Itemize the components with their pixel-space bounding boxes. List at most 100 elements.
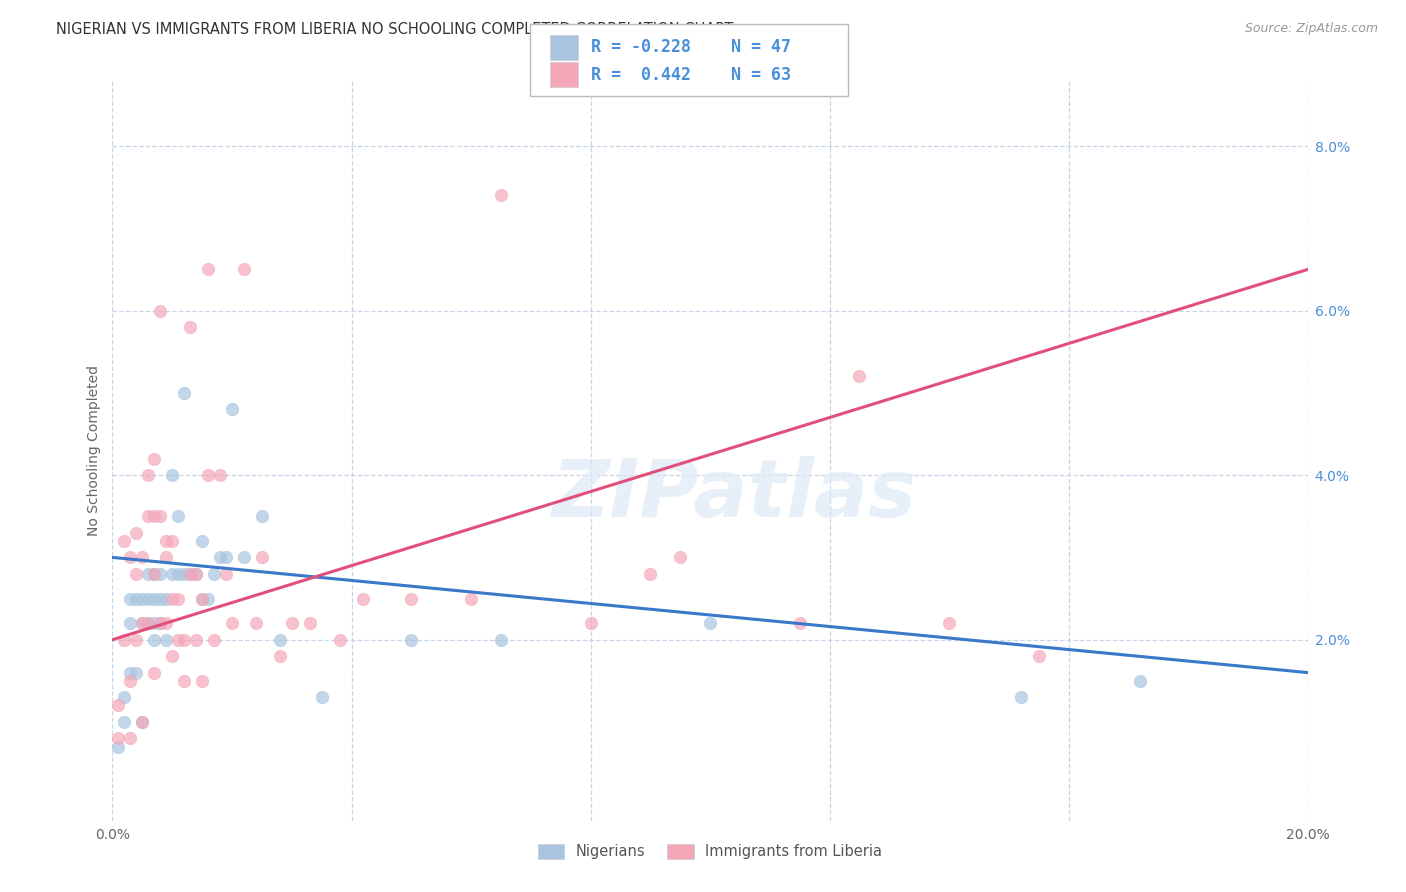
Point xyxy=(149,591,172,606)
Point xyxy=(250,509,273,524)
Point xyxy=(120,616,142,631)
Point xyxy=(789,616,811,631)
Point xyxy=(167,509,190,524)
Point xyxy=(167,591,190,606)
Point xyxy=(269,632,291,647)
Point xyxy=(138,468,160,483)
Point xyxy=(143,509,166,524)
Point xyxy=(489,632,512,647)
Point xyxy=(120,673,142,688)
Point xyxy=(202,632,225,647)
Text: R = -0.228    N = 47: R = -0.228 N = 47 xyxy=(591,38,790,56)
Point xyxy=(173,673,195,688)
Point xyxy=(120,550,142,565)
Text: Source: ZipAtlas.com: Source: ZipAtlas.com xyxy=(1244,22,1378,36)
Point xyxy=(114,690,135,705)
Point xyxy=(186,632,208,647)
Point xyxy=(143,665,166,680)
Point xyxy=(149,616,172,631)
Point xyxy=(215,550,238,565)
Point xyxy=(120,591,142,606)
Point xyxy=(215,566,238,581)
Text: R =  0.442    N = 63: R = 0.442 N = 63 xyxy=(591,66,790,84)
Point xyxy=(143,616,166,631)
Point xyxy=(120,731,142,746)
Point xyxy=(197,262,219,277)
Point xyxy=(179,566,201,581)
Point xyxy=(125,566,148,581)
Point xyxy=(1028,649,1050,664)
Point xyxy=(245,616,267,631)
Point xyxy=(191,591,214,606)
Point xyxy=(149,509,172,524)
Legend: Nigerians, Immigrants from Liberia: Nigerians, Immigrants from Liberia xyxy=(531,838,889,865)
Point xyxy=(209,468,232,483)
Point xyxy=(250,550,273,565)
Point xyxy=(311,690,333,705)
Point xyxy=(1010,690,1032,705)
Y-axis label: No Schooling Completed: No Schooling Completed xyxy=(87,365,101,536)
Point xyxy=(191,533,214,548)
Point xyxy=(179,320,201,334)
Point xyxy=(120,665,142,680)
Point xyxy=(131,550,153,565)
Point xyxy=(155,533,177,548)
Point xyxy=(197,591,219,606)
Point xyxy=(173,385,195,400)
Point xyxy=(191,591,214,606)
Point xyxy=(162,533,183,548)
Point xyxy=(155,616,177,631)
Point xyxy=(848,369,870,384)
Point xyxy=(938,616,960,631)
Point xyxy=(162,566,183,581)
Point xyxy=(1129,673,1152,688)
Point xyxy=(155,550,177,565)
Point xyxy=(114,533,135,548)
Point xyxy=(138,616,160,631)
Point xyxy=(149,616,172,631)
Point xyxy=(155,632,177,647)
Text: ZIPatlas: ZIPatlas xyxy=(551,456,917,534)
Point xyxy=(114,714,135,729)
Point xyxy=(329,632,352,647)
Point xyxy=(202,566,225,581)
Point xyxy=(162,468,183,483)
Point xyxy=(131,616,153,631)
Point xyxy=(107,731,129,746)
Point xyxy=(131,714,153,729)
Point xyxy=(125,632,148,647)
Point xyxy=(197,468,219,483)
Point xyxy=(138,509,160,524)
Point xyxy=(221,616,243,631)
Point xyxy=(669,550,692,565)
Point xyxy=(143,591,166,606)
Point xyxy=(131,591,153,606)
Point xyxy=(281,616,304,631)
Point xyxy=(167,566,190,581)
Point xyxy=(233,262,256,277)
Point xyxy=(179,566,201,581)
Point xyxy=(191,673,214,688)
Point xyxy=(640,566,662,581)
Point xyxy=(173,566,195,581)
Point xyxy=(167,632,190,647)
Point xyxy=(298,616,321,631)
Point xyxy=(114,632,135,647)
Point xyxy=(149,303,172,318)
Point xyxy=(221,402,243,417)
Point xyxy=(401,632,423,647)
Point xyxy=(138,616,160,631)
Point xyxy=(107,698,129,713)
Point xyxy=(131,714,153,729)
Point xyxy=(209,550,232,565)
Point xyxy=(125,525,148,540)
Point xyxy=(269,649,291,664)
Point xyxy=(155,591,177,606)
Point xyxy=(143,632,166,647)
Point xyxy=(149,566,172,581)
Point xyxy=(699,616,721,631)
Point xyxy=(143,566,166,581)
Point xyxy=(173,632,195,647)
Text: NIGERIAN VS IMMIGRANTS FROM LIBERIA NO SCHOOLING COMPLETED CORRELATION CHART: NIGERIAN VS IMMIGRANTS FROM LIBERIA NO S… xyxy=(56,22,734,37)
Point xyxy=(353,591,375,606)
